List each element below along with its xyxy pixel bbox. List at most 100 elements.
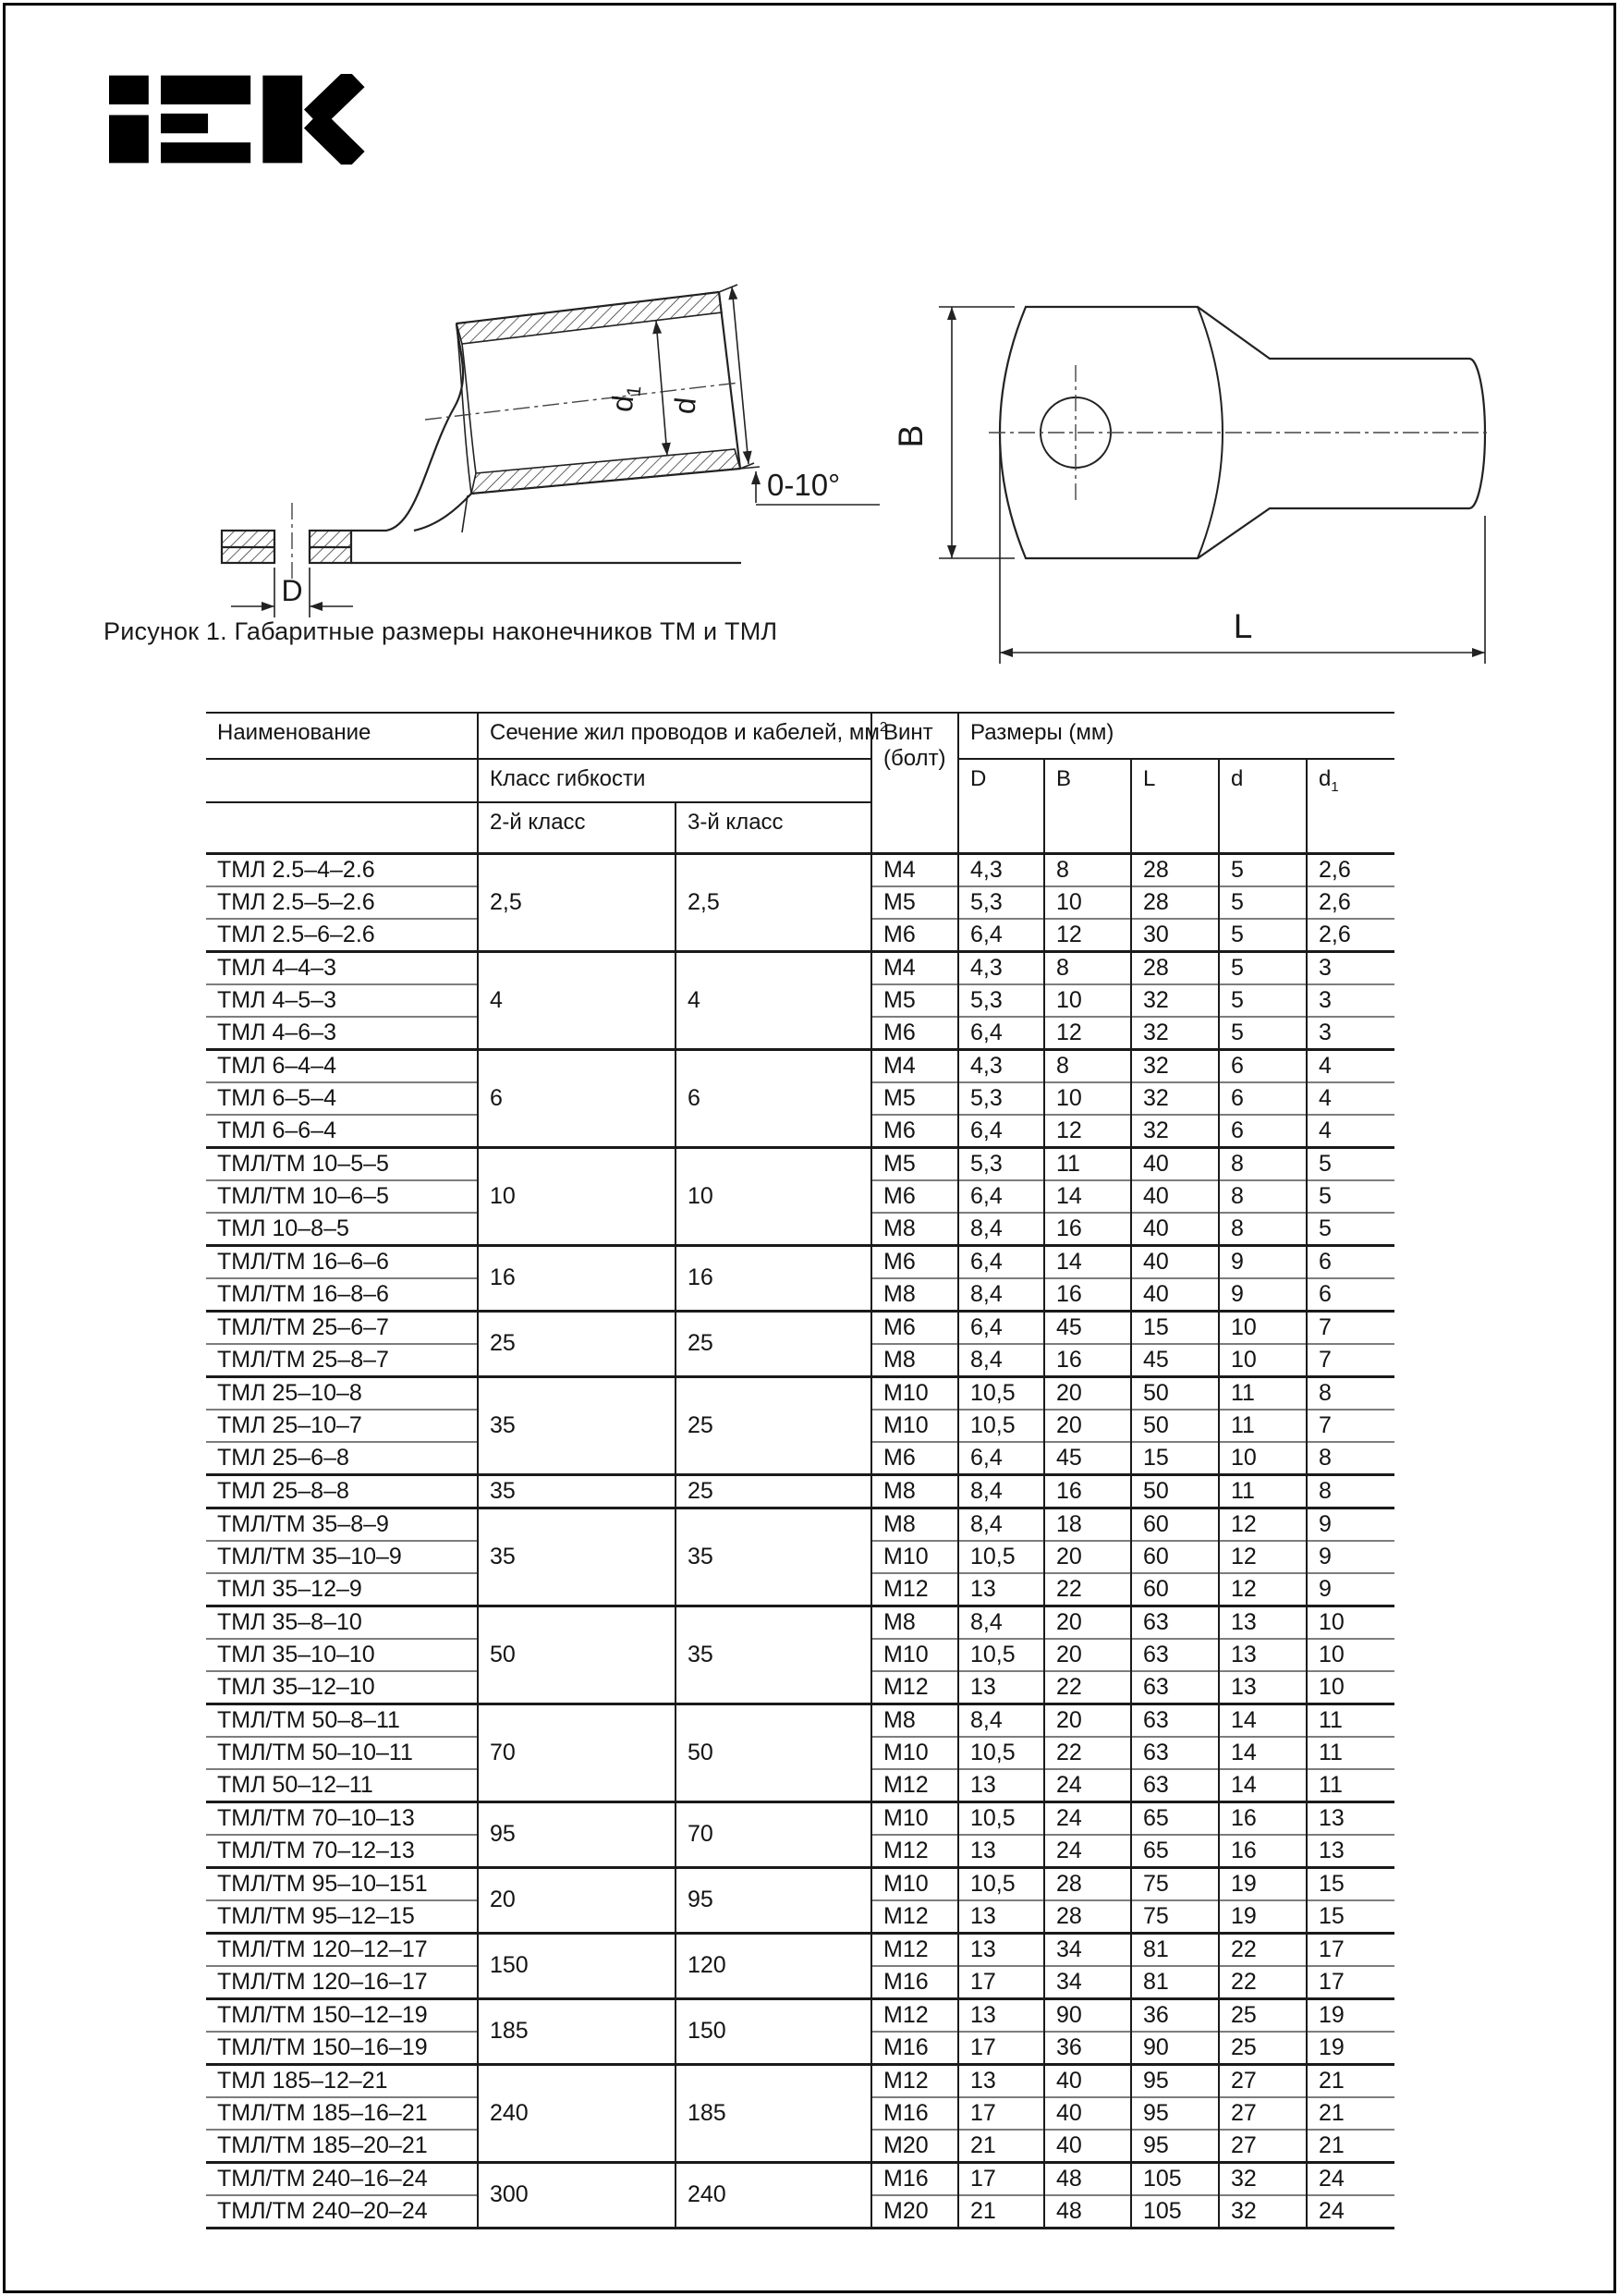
cell-screw: М6	[870, 1179, 958, 1213]
cell-screw: М16	[870, 2160, 958, 2195]
cell-dim-B: 22	[1043, 1669, 1131, 1704]
cell-name: ТМЛ/ТМ 50–8–11	[206, 1702, 478, 1737]
cell-dim-L: 40	[1130, 1211, 1219, 1245]
cell-dim-L: 81	[1130, 1964, 1219, 1998]
cell-dim-D: 8,4	[957, 1472, 1044, 1508]
table-row: ТМЛ/ТМ 35–8–9 35 35 М8 8,4 18 60 12 9	[206, 1506, 1394, 1606]
cell-class3: 35	[675, 1604, 871, 1704]
cell-dim-D: 13	[957, 1899, 1044, 1933]
cell-dim-d: 8	[1218, 1179, 1307, 1213]
cell-name: ТМЛ/ТМ 35–10–9	[206, 1539, 478, 1573]
cell-screw: М6	[870, 1309, 958, 1344]
cell-class3: 50	[675, 1702, 871, 1801]
cell-name: ТМЛ 35–8–10	[206, 1604, 478, 1639]
cell-dim-L: 60	[1130, 1539, 1219, 1573]
cell-class3: 25	[675, 1472, 871, 1508]
header-dim-d1: d1	[1306, 759, 1394, 853]
cell-class3: 16	[675, 1243, 871, 1311]
cell-dim-B: 20	[1043, 1539, 1131, 1573]
cell-name: ТМЛ 35–12–10	[206, 1669, 478, 1704]
cell-dim-d1: 10	[1306, 1669, 1394, 1704]
table-row: ТМЛ 25–6–8 М6 6,4 45 15 10 8	[206, 1440, 1394, 1474]
cell-dim-D: 13	[957, 1931, 1044, 1966]
cell-dim-B: 16	[1043, 1472, 1131, 1508]
cell-dim-L: 63	[1130, 1669, 1219, 1704]
cell-dim-d1: 5	[1306, 1211, 1394, 1245]
table-row: ТМЛ/ТМ 70–12–13 М12 13 24 65 16 13	[206, 1833, 1394, 1867]
cell-screw: М10	[870, 1865, 958, 1900]
cell-dim-L: 15	[1130, 1440, 1219, 1474]
cell-dim-D: 17	[957, 2030, 1044, 2064]
cell-dim-d1: 15	[1306, 1899, 1394, 1933]
cell-dim-d1: 2,6	[1306, 851, 1394, 886]
header-name: Наименование	[206, 713, 478, 760]
cell-screw: М5	[870, 983, 958, 1017]
table-row: ТМЛ/ТМ 25–8–7 М8 8,4 16 45 10 7	[206, 1342, 1394, 1376]
cell-dim-L: 95	[1130, 2062, 1219, 2097]
cell-dim-D: 10,5	[957, 1800, 1044, 1835]
cell-screw: М6	[870, 1113, 958, 1147]
dim-D-label: D	[281, 574, 302, 607]
cell-class2: 35	[477, 1472, 676, 1508]
dimension-L	[999, 442, 1486, 664]
cell-dim-L: 63	[1130, 1767, 1219, 1801]
table-row: ТМЛ/ТМ 25–6–7 25 25 М6 6,4 45 15 10 7	[206, 1309, 1394, 1376]
cell-class2: 2,5	[477, 851, 676, 951]
cell-name: ТМЛ 4–5–3	[206, 983, 478, 1017]
table-row: ТМЛ 4–5–3 М5 5,3 10 32 5 3	[206, 983, 1394, 1017]
cell-dim-d1: 8	[1306, 1440, 1394, 1474]
cell-dim-d1: 9	[1306, 1506, 1394, 1541]
cell-dim-D: 4,3	[957, 949, 1044, 984]
cell-dim-D: 5,3	[957, 1081, 1044, 1115]
cell-dim-d: 12	[1218, 1571, 1307, 1606]
cell-dim-D: 17	[957, 2095, 1044, 2130]
cell-dim-d: 13	[1218, 1604, 1307, 1639]
table-row: ТМЛ/ТМ 50–10–11 М10 10,5 22 63 14 11	[206, 1735, 1394, 1769]
cell-class2: 95	[477, 1800, 676, 1867]
dim-d-label: d	[667, 396, 702, 415]
cell-dim-d1: 21	[1306, 2095, 1394, 2130]
table-row: ТМЛ 4–6–3 М6 6,4 12 32 5 3	[206, 1015, 1394, 1049]
cell-dim-B: 24	[1043, 1800, 1131, 1835]
cell-dim-B: 10	[1043, 1081, 1131, 1115]
table-row: ТМЛ 4–4–3 4 4 М4 4,3 8 28 5 3	[206, 949, 1394, 1049]
cell-dim-D: 8,4	[957, 1276, 1044, 1311]
cell-dim-B: 20	[1043, 1408, 1131, 1442]
cell-dim-d1: 17	[1306, 1964, 1394, 1998]
table-row: ТМЛ 185–12–21 240 185 М12 13 40 95 27 21	[206, 2062, 1394, 2162]
cell-dim-D: 6,4	[957, 1243, 1044, 1278]
cell-screw: М8	[870, 1604, 958, 1639]
cell-dim-L: 105	[1130, 2160, 1219, 2195]
cell-class3: 2,5	[675, 851, 871, 951]
cell-dim-L: 40	[1130, 1243, 1219, 1278]
table-row: ТМЛ/ТМ 185–20–21 М20 21 40 95 27 21	[206, 2128, 1394, 2162]
table-row: ТМЛ/ТМ 150–16–19 М16 17 36 90 25 19	[206, 2030, 1394, 2064]
cell-dim-d1: 13	[1306, 1833, 1394, 1867]
cell-dim-d: 8	[1218, 1145, 1307, 1180]
cell-class2: 300	[477, 2160, 676, 2228]
cell-name: ТМЛ 50–12–11	[206, 1767, 478, 1801]
table-row: ТМЛ 35–12–10 М12 13 22 63 13 10	[206, 1669, 1394, 1704]
cell-dim-B: 14	[1043, 1179, 1131, 1213]
cell-dim-B: 40	[1043, 2095, 1131, 2130]
cell-dim-d: 10	[1218, 1309, 1307, 1344]
cell-dim-L: 28	[1130, 851, 1219, 886]
cell-name: ТМЛ 35–10–10	[206, 1637, 478, 1671]
table-row: ТМЛ/ТМ 70–10–13 95 70 М10 10,5 24 65 16 13	[206, 1800, 1394, 1867]
cell-dim-D: 10,5	[957, 1637, 1044, 1671]
cell-dim-L: 50	[1130, 1374, 1219, 1410]
cell-class3: 185	[675, 2062, 871, 2162]
cell-screw: М5	[870, 1145, 958, 1180]
cell-dim-d1: 21	[1306, 2128, 1394, 2162]
cell-dim-B: 20	[1043, 1702, 1131, 1737]
cell-name: ТМЛ/ТМ 120–12–17	[206, 1931, 478, 1966]
cell-dim-B: 14	[1043, 1243, 1131, 1278]
cell-dim-L: 32	[1130, 1081, 1219, 1115]
cell-screw: М12	[870, 1997, 958, 2032]
cell-dim-L: 95	[1130, 2128, 1219, 2162]
table-row: ТМЛ 25–10–8 35 25 М10 10,5 20 50 11 8	[206, 1374, 1394, 1474]
table-row: ТМЛ 25–10–7 М10 10,5 20 50 11 7	[206, 1408, 1394, 1442]
table-row: ТМЛ 50–12–11 М12 13 24 63 14 11	[206, 1767, 1394, 1801]
cell-dim-B: 16	[1043, 1342, 1131, 1376]
cell-dim-d: 5	[1218, 1015, 1307, 1049]
